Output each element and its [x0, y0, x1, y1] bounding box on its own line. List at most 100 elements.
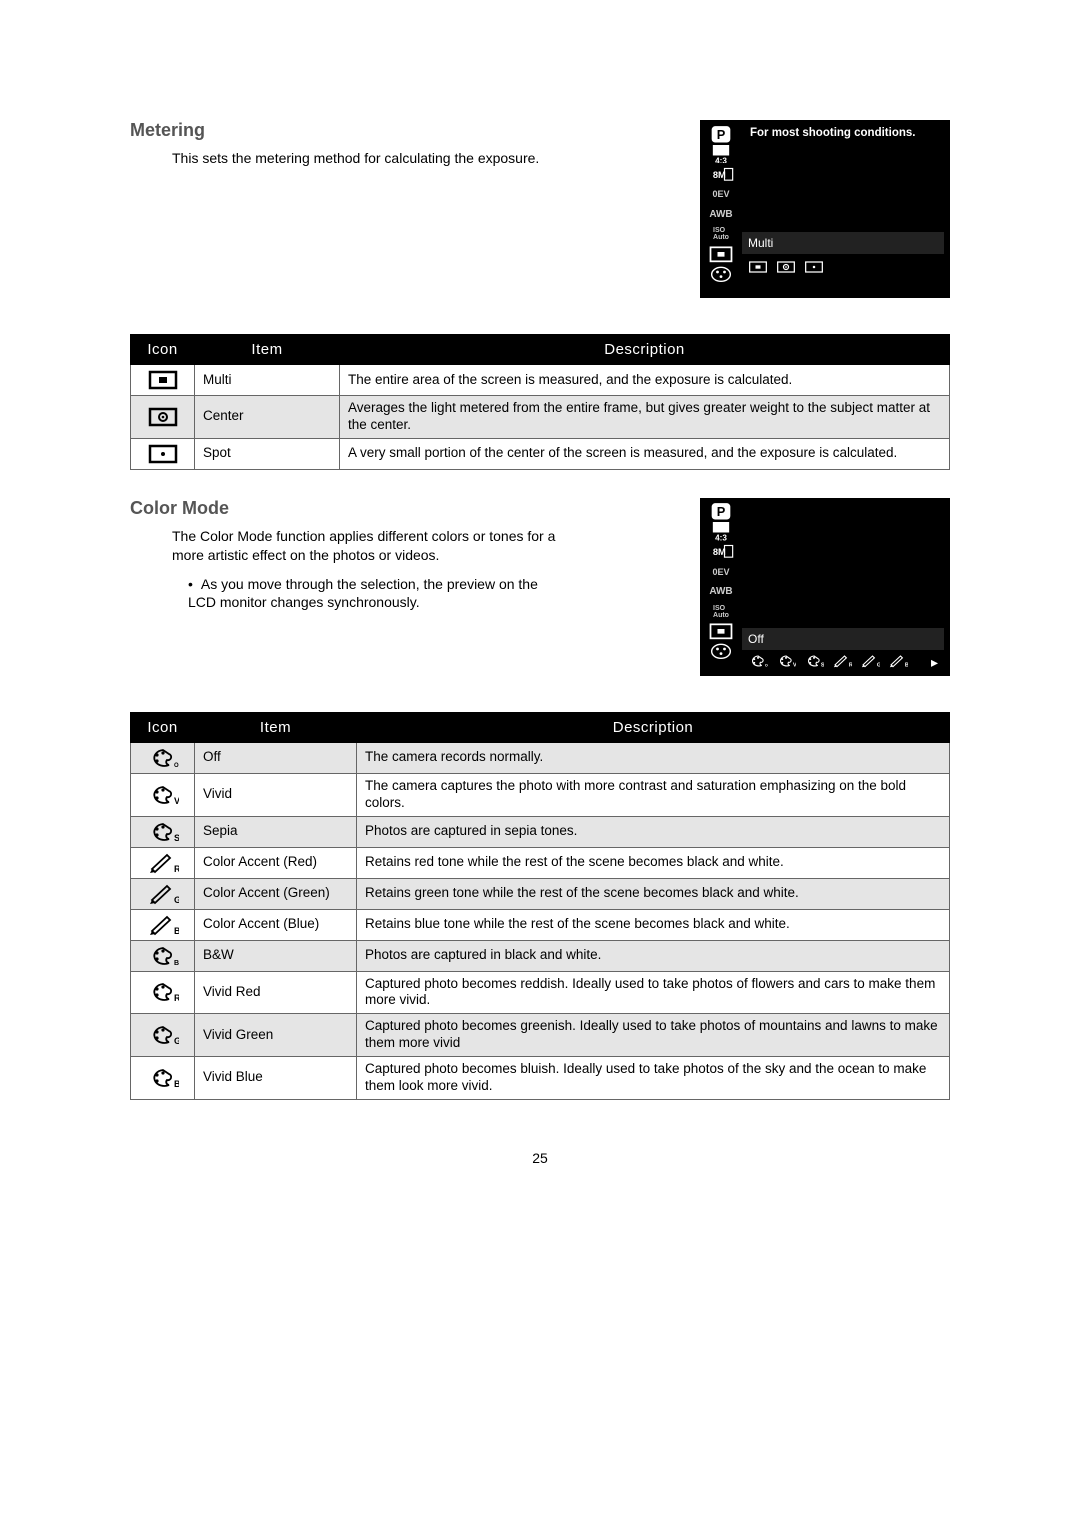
lcd-mode-label: Off: [748, 632, 764, 646]
lcd-mode-label: Multi: [748, 236, 773, 250]
item-cell: Vivid Blue: [195, 1057, 357, 1100]
table-row: OFF OffThe camera records normally.: [131, 742, 950, 773]
lcd-ev-label: 0EV: [707, 186, 735, 202]
svg-text:R: R: [849, 663, 852, 668]
desc-cell: Averages the light metered from the enti…: [340, 396, 950, 439]
desc-cell: Retains blue tone while the rest of the …: [357, 909, 950, 940]
lcd-iso-label: ISOAuto: [707, 226, 735, 242]
colormode-table: Icon Item Description OFF OffThe camera r…: [130, 712, 950, 1100]
desc-cell: The camera captures the photo with more …: [357, 773, 950, 816]
palette-v-icon: V: [776, 654, 796, 671]
metering-section: Metering This sets the metering method f…: [130, 120, 950, 320]
colormode-icon-cell: BW: [131, 940, 195, 971]
table-row: SpotA very small portion of the center o…: [131, 438, 950, 469]
svg-text:B: B: [905, 663, 908, 668]
metering-body: This sets the metering method for calcul…: [172, 149, 572, 168]
svg-text:P: P: [717, 504, 726, 519]
table-row: RColor Accent (Red)Retains red tone whil…: [131, 847, 950, 878]
table-row: G Color Accent (Green)Retains green tone …: [131, 878, 950, 909]
lcd-content: Off OFF V S R G B ▸: [742, 498, 950, 676]
th-icon: Icon: [131, 712, 195, 742]
lcd-mode-strip: Multi: [742, 232, 944, 254]
desc-cell: Captured photo becomes reddish. Ideally …: [357, 971, 950, 1014]
lcd-hint: For most shooting conditions.: [750, 126, 942, 141]
svg-text:4:3: 4:3: [715, 156, 727, 163]
svg-text:S: S: [174, 833, 179, 843]
metering-icon-cell: [131, 438, 195, 469]
svg-text:B: B: [174, 926, 179, 936]
table-row: G Vivid GreenCaptured photo becomes green…: [131, 1014, 950, 1057]
lcd-side-icons: P 4:3 8M 0EV AWB ISOAuto: [700, 498, 742, 676]
table-row: S SepiaPhotos are captured in sepia tones…: [131, 816, 950, 847]
th-item: Item: [195, 335, 340, 365]
lcd-side-icons: P 4:3 8M 0EV AWB ISOAuto: [700, 120, 742, 298]
lcd-p-icon: P: [707, 504, 735, 520]
table-row: CenterAverages the light metered from th…: [131, 396, 950, 439]
th-item: Item: [195, 712, 357, 742]
brush-r-icon: R: [832, 654, 852, 671]
colormode-icon-cell: G: [131, 1014, 195, 1057]
metering-icon-cell: [131, 396, 195, 439]
svg-text:P: P: [717, 127, 726, 142]
desc-cell: A very small portion of the center of th…: [340, 438, 950, 469]
metering-table: Icon Item Description MultiThe entire ar…: [130, 334, 950, 470]
lcd-awb-label: AWB: [707, 584, 735, 600]
table-row: MultiThe entire area of the screen is me…: [131, 365, 950, 396]
th-desc: Description: [340, 335, 950, 365]
page-number: 25: [130, 1150, 950, 1166]
metering-lcd: P 4:3 8M 0EV AWB ISOAuto For most shooti…: [700, 120, 950, 298]
colormode-body: The Color Mode function applies differen…: [172, 527, 572, 565]
desc-cell: The camera records normally.: [357, 742, 950, 773]
svg-text:G: G: [174, 1036, 179, 1046]
svg-text:S: S: [821, 663, 824, 668]
svg-text:V: V: [793, 663, 796, 668]
desc-cell: Photos are captured in black and white.: [357, 940, 950, 971]
item-cell: Center: [195, 396, 340, 439]
desc-cell: Retains green tone while the rest of the…: [357, 878, 950, 909]
desc-cell: Captured photo becomes greenish. Ideally…: [357, 1014, 950, 1057]
item-cell: Vivid Red: [195, 971, 357, 1014]
arrow-right-icon: ▸: [931, 654, 938, 671]
svg-text:R: R: [174, 864, 179, 874]
svg-text:OFF: OFF: [174, 763, 179, 769]
lcd-size-icon: 8M: [707, 544, 735, 560]
colormode-icon-cell: G: [131, 878, 195, 909]
brush-g-icon: G: [860, 654, 880, 671]
item-cell: Off: [195, 742, 357, 773]
item-cell: Color Accent (Green): [195, 878, 357, 909]
desc-cell: Photos are captured in sepia tones.: [357, 816, 950, 847]
spot-icon: [804, 260, 824, 274]
svg-text:BW: BW: [174, 960, 179, 967]
svg-text:4:3: 4:3: [715, 534, 727, 541]
item-cell: Spot: [195, 438, 340, 469]
th-desc: Description: [357, 712, 950, 742]
item-cell: Vivid: [195, 773, 357, 816]
lcd-ev-label: 0EV: [707, 564, 735, 580]
table-row: BVivid BlueCaptured photo becomes bluish…: [131, 1057, 950, 1100]
lcd-icon-strip: [742, 256, 944, 278]
colormode-icon-cell: V: [131, 773, 195, 816]
item-cell: B&W: [195, 940, 357, 971]
palette-s-icon: S: [804, 654, 824, 671]
lcd-aspect-icon: 4:3: [707, 146, 735, 162]
lcd-effect-icon: [707, 644, 735, 660]
colormode-icon-cell: S: [131, 816, 195, 847]
svg-text:V: V: [174, 796, 179, 806]
desc-cell: Retains red tone while the rest of the s…: [357, 847, 950, 878]
svg-text:G: G: [174, 895, 179, 905]
lcd-mode-strip: Off: [742, 628, 944, 650]
item-cell: Sepia: [195, 816, 357, 847]
lcd-iso-label: ISOAuto: [707, 604, 735, 620]
colormode-icon-cell: R: [131, 971, 195, 1014]
colormode-section: Color Mode The Color Mode function appli…: [130, 498, 950, 698]
lcd-metering-icon: [707, 624, 735, 640]
lcd-p-icon: P: [707, 126, 735, 142]
item-cell: Vivid Green: [195, 1014, 357, 1057]
lcd-content: For most shooting conditions. Multi: [742, 120, 950, 298]
lcd-metering-icon: [707, 246, 735, 262]
svg-text:OFF: OFF: [765, 664, 768, 668]
table-row: RVivid RedCaptured photo becomes reddish…: [131, 971, 950, 1014]
colormode-icon-cell: OFF: [131, 742, 195, 773]
svg-text:B: B: [174, 1079, 179, 1089]
multi-icon: [748, 260, 768, 274]
